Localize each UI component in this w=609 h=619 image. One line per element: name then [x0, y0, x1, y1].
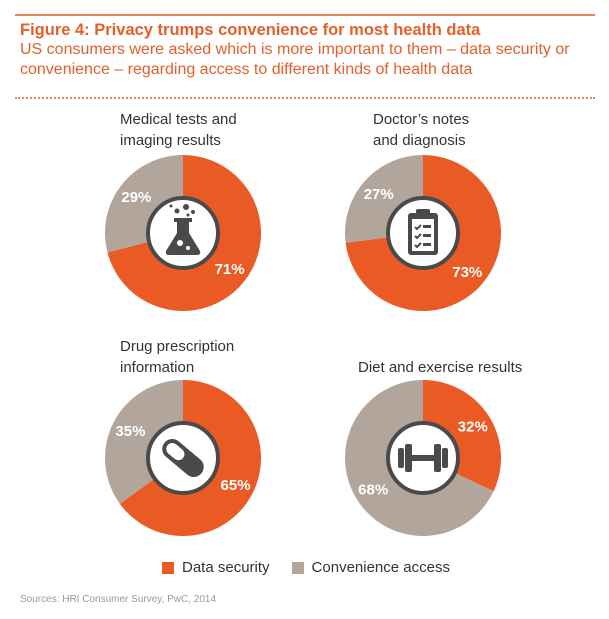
- flask-icon: [165, 204, 201, 255]
- figure-subtitle: US consumers were asked which is more im…: [20, 41, 570, 78]
- header-rule: [15, 14, 595, 16]
- legend-item-convenience: Convenience access: [291, 559, 450, 576]
- slice-label: 32%: [458, 418, 488, 435]
- legend-label: Data security: [182, 559, 270, 576]
- chart-title: Doctor’s notes: [373, 111, 469, 128]
- slice-label: 73%: [452, 264, 482, 281]
- legend-swatch-convenience: [291, 561, 304, 574]
- donut-chart-2: Doctor’s notes and diagnosis 73% 27%: [345, 111, 501, 312]
- legend: Data security Convenience access: [162, 559, 450, 576]
- figure-title: Figure 4: Privacy trumps convenience for…: [20, 21, 481, 39]
- slice-label: 71%: [215, 261, 245, 278]
- source-note: Sources: HRI Consumer Survey, PwC, 2014: [20, 594, 217, 605]
- chart-title: information: [120, 359, 194, 376]
- legend-label: Convenience access: [311, 559, 450, 576]
- slice-label: 65%: [221, 477, 251, 494]
- chart-title: imaging results: [120, 132, 221, 149]
- legend-swatch-data-security: [162, 561, 174, 574]
- chart-title: and diagnosis: [373, 132, 466, 149]
- chart-title: Diet and exercise results: [358, 359, 522, 376]
- dotted-divider: [15, 97, 595, 99]
- slice-label: 35%: [115, 423, 145, 440]
- dumbbell-icon: [398, 444, 448, 472]
- chart-title: Drug prescription: [120, 338, 234, 355]
- legend-item-data-security: Data security: [162, 559, 270, 576]
- donut-chart-4: Diet and exercise results 32% 68%: [345, 359, 522, 536]
- slice-label: 27%: [364, 186, 394, 203]
- clipboard-icon: [408, 209, 438, 255]
- slice-convenience-access: [104, 380, 183, 504]
- slice-label: 29%: [121, 189, 151, 206]
- chart-title: Medical tests and: [120, 111, 237, 128]
- pill-icon: [162, 439, 204, 477]
- donut-chart-3: Drug prescription information 65% 35%: [104, 338, 261, 536]
- donut-chart-1: Medical tests and imaging results 71% 29%: [105, 111, 261, 312]
- slice-label: 68%: [358, 482, 388, 499]
